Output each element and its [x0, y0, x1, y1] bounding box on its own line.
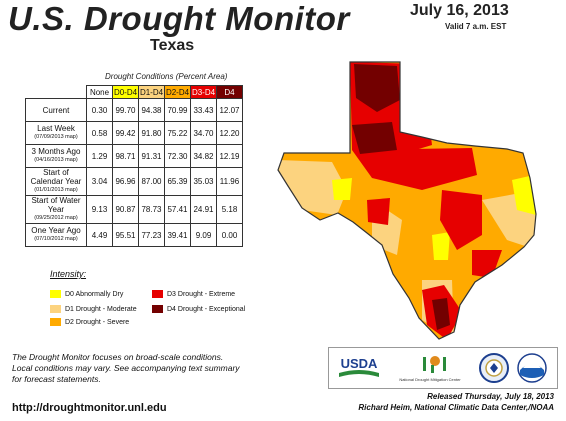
legend-swatch — [50, 290, 61, 298]
legend-item-d1: D1 Drought - Moderate — [50, 305, 137, 313]
table-row: Current 0.30 99.70 94.38 70.99 33.43 12.… — [25, 98, 243, 122]
table-cell: 57.41 — [164, 195, 191, 224]
legend-swatch — [50, 318, 61, 326]
table-cell: 98.71 — [112, 144, 139, 168]
commerce-seal-icon — [479, 353, 509, 383]
legend-title: Intensity: — [50, 269, 87, 279]
table-cell: 12.19 — [216, 144, 243, 168]
row-label: Start of Water Year (09/25/2012 map) — [25, 195, 87, 224]
table-header-row: None D0-D4 D1-D4 D2-D4 D3-D4 D4 — [26, 85, 243, 99]
usda-logo: USDA — [339, 356, 379, 377]
table-cell: 0.58 — [86, 121, 113, 145]
note-line: Local conditions may vary. See accompany… — [12, 363, 240, 373]
table-corner — [26, 86, 87, 99]
table-cell: 3.04 — [86, 167, 113, 196]
release-author: Richard Heim, National Climatic Data Cen… — [358, 403, 554, 412]
table-cell: 35.03 — [190, 167, 217, 196]
table-cell: 91.31 — [138, 144, 165, 168]
legend-item-d3: D3 Drought - Extreme — [152, 290, 235, 298]
svg-text:National Drought Mitigation Ce: National Drought Mitigation Center — [399, 377, 461, 382]
table-cell: 34.70 — [190, 121, 217, 145]
col-header-d3-d4: D3-D4 — [190, 85, 217, 99]
table-cell: 9.13 — [86, 195, 113, 224]
legend-swatch — [152, 290, 163, 298]
note-line: for forecast statements. — [12, 374, 101, 384]
table-cell: 72.30 — [164, 144, 191, 168]
table-cell: 99.42 — [112, 121, 139, 145]
table-cell: 34.82 — [190, 144, 217, 168]
legend-label: D0 Abnormally Dry — [65, 290, 124, 298]
table-cell: 77.23 — [138, 223, 165, 247]
disclaimer-note: The Drought Monitor focuses on broad-sca… — [12, 352, 312, 385]
release-info: Released Thursday, July 18, 2013 Richard… — [290, 391, 554, 413]
table-cell: 1.29 — [86, 144, 113, 168]
drought-conditions-table: None D0-D4 D1-D4 D2-D4 D3-D4 D4 Current … — [25, 85, 243, 247]
row-label: One Year Ago (07/10/2012 map) — [25, 223, 87, 247]
legend-label: D2 Drought - Severe — [65, 318, 130, 326]
partner-logos: USDA National Drought Mitigation Center — [328, 347, 558, 389]
website-link[interactable]: http://droughtmonitor.unl.edu — [12, 402, 167, 414]
col-header-none: None — [86, 85, 113, 99]
texas-drought-map — [277, 61, 537, 340]
map-date: July 16, 2013 — [410, 2, 509, 19]
table-cell: 9.09 — [190, 223, 217, 247]
table-row: One Year Ago (07/10/2012 map) 4.49 95.51 … — [25, 223, 243, 247]
map-fill — [278, 62, 536, 339]
ndmc-logo: National Drought Mitigation Center — [399, 356, 461, 382]
release-date: Released Thursday, July 18, 2013 — [427, 392, 554, 401]
table-cell: 11.96 — [216, 167, 243, 196]
legend-item-d2: D2 Drought - Severe — [50, 318, 129, 326]
table-cell: 0.30 — [86, 98, 113, 122]
valid-time: Valid 7 a.m. EST — [445, 22, 507, 31]
table-caption: Drought Conditions (Percent Area) — [105, 72, 228, 81]
table-cell: 24.91 — [190, 195, 217, 224]
table-cell: 0.00 — [216, 223, 243, 247]
table-cell: 4.49 — [86, 223, 113, 247]
table-row: Last Week (07/09/2013 map) 0.58 99.42 91.… — [25, 121, 243, 145]
legend-item-d0: D0 Abnormally Dry — [50, 290, 123, 298]
table-cell: 33.43 — [190, 98, 217, 122]
table-cell: 87.00 — [138, 167, 165, 196]
noaa-logo-icon — [517, 353, 547, 383]
table-row: 3 Months Ago (04/16/2013 map) 1.29 98.71 … — [25, 144, 243, 168]
state-outline — [277, 61, 537, 340]
col-header-d4: D4 — [216, 85, 243, 99]
col-header-d2-d4: D2-D4 — [164, 85, 191, 99]
col-header-d0-d4: D0-D4 — [112, 85, 139, 99]
table-cell: 91.80 — [138, 121, 165, 145]
row-label: 3 Months Ago (04/16/2013 map) — [25, 144, 87, 168]
table-cell: 99.70 — [112, 98, 139, 122]
table-cell: 94.38 — [138, 98, 165, 122]
row-label: Current — [25, 98, 87, 122]
legend-item-d4: D4 Drought - Exceptional — [152, 305, 245, 313]
table-cell: 75.22 — [164, 121, 191, 145]
table-cell: 78.73 — [138, 195, 165, 224]
legend-label: D1 Drought - Moderate — [65, 305, 137, 313]
table-cell: 95.51 — [112, 223, 139, 247]
table-cell: 70.99 — [164, 98, 191, 122]
legend-label: D3 Drought - Extreme — [167, 290, 236, 298]
table-cell: 12.20 — [216, 121, 243, 145]
note-line: The Drought Monitor focuses on broad-sca… — [12, 352, 224, 362]
row-label: Start of Calendar Year (01/01/2013 map) — [25, 167, 87, 196]
legend-swatch — [50, 305, 61, 313]
table-cell: 65.39 — [164, 167, 191, 196]
legend-label: D4 Drought - Exceptional — [167, 305, 246, 313]
table-cell: 90.87 — [112, 195, 139, 224]
page-title: U.S. Drought Monitor — [8, 0, 350, 37]
table-cell: 12.07 — [216, 98, 243, 122]
state-name: Texas — [150, 37, 195, 54]
table-cell: 39.41 — [164, 223, 191, 247]
legend-swatch — [152, 305, 163, 313]
table-cell: 5.18 — [216, 195, 243, 224]
row-label: Last Week (07/09/2013 map) — [25, 121, 87, 145]
table-cell: 96.96 — [112, 167, 139, 196]
table-row: Start of Calendar Year (01/01/2013 map) 3… — [25, 167, 243, 196]
table-row: Start of Water Year (09/25/2012 map) 9.13… — [25, 195, 243, 224]
col-header-d1-d4: D1-D4 — [138, 85, 165, 99]
svg-text:USDA: USDA — [341, 356, 378, 371]
